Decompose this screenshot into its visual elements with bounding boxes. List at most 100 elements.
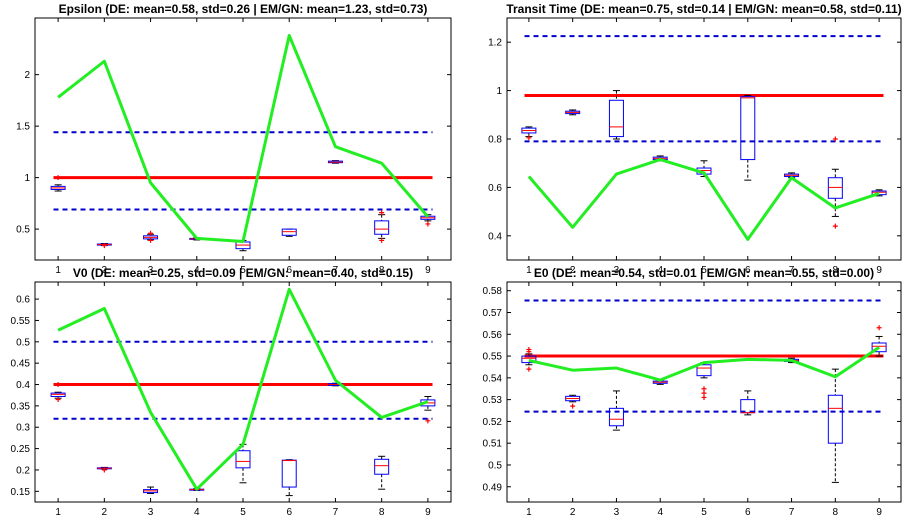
x-tick-label: 2 xyxy=(102,265,108,276)
box-body xyxy=(235,450,251,469)
y-tick-label: 0.45 xyxy=(11,359,31,370)
y-tick-label: 0.4 xyxy=(488,231,502,242)
y-tick-label: 0.54 xyxy=(483,373,503,384)
outlier-marker xyxy=(526,135,532,141)
box-body xyxy=(827,177,843,199)
box-body xyxy=(608,407,624,427)
y-tick-label: 0.49 xyxy=(483,482,503,493)
box-8 xyxy=(827,136,843,229)
box-body xyxy=(281,228,297,236)
outlier-marker xyxy=(425,418,431,424)
box-body xyxy=(374,458,390,475)
box-3 xyxy=(143,230,159,243)
y-tick-label: 0.4 xyxy=(16,380,30,391)
outlier-marker xyxy=(148,237,154,243)
y-tick-label: 0.15 xyxy=(11,487,31,498)
outlier-marker xyxy=(55,175,61,181)
x-tick-label: 7 xyxy=(333,265,339,276)
x-tick-label: 3 xyxy=(614,265,620,276)
x-tick-label: 5 xyxy=(701,507,707,516)
y-tick-label: 0.5 xyxy=(16,337,30,348)
box-5 xyxy=(696,362,712,400)
axes-frame xyxy=(34,17,452,261)
box-6 xyxy=(281,228,297,237)
outlier-marker xyxy=(701,390,707,396)
box-1 xyxy=(50,382,66,402)
box-body xyxy=(374,220,390,235)
y-tick-label: 0.55 xyxy=(11,316,31,327)
box-body xyxy=(608,99,624,138)
box-9 xyxy=(871,325,887,357)
x-tick-label: 9 xyxy=(876,507,882,516)
outlier-marker xyxy=(379,237,385,243)
box-8 xyxy=(827,368,843,483)
chart-title: E0 (DE: mean=0.54, std=0.01 | EM/GN: mea… xyxy=(534,266,874,280)
y-tick-label: 0.56 xyxy=(483,330,503,341)
x-tick-label: 2 xyxy=(570,507,576,516)
y-tick-label: 0.5 xyxy=(16,225,30,236)
y-tick-label: 0.58 xyxy=(483,286,503,297)
x-tick-label: 6 xyxy=(286,507,292,516)
panel-v0: V0 (DE: mean=0.25, std=0.09 | EM/GN: mea… xyxy=(11,266,452,516)
box-body xyxy=(740,96,756,161)
box-1 xyxy=(521,347,537,372)
x-tick-label: 5 xyxy=(240,265,246,276)
outlier-marker xyxy=(876,325,882,331)
panel-epsilon: Epsilon (DE: mean=0.58, std=0.26 | EM/GN… xyxy=(16,2,452,276)
y-tick-label: 0.55 xyxy=(483,352,503,363)
y-tick-label: 0.53 xyxy=(483,395,503,406)
outlier-marker xyxy=(379,210,385,216)
y-tick-label: 0.6 xyxy=(488,183,502,194)
y-tick-label: 1 xyxy=(496,86,502,97)
x-tick-label: 4 xyxy=(657,507,663,516)
box-5 xyxy=(235,443,251,484)
x-tick-label: 7 xyxy=(789,507,795,516)
chart-title: Epsilon (DE: mean=0.58, std=0.26 | EM/GN… xyxy=(59,2,428,16)
x-tick-label: 9 xyxy=(425,265,431,276)
box-8 xyxy=(374,210,390,243)
x-tick-label: 9 xyxy=(425,507,431,516)
y-tick-label: 0.57 xyxy=(483,308,503,319)
x-tick-label: 4 xyxy=(194,265,200,276)
outlier-marker xyxy=(701,394,707,400)
outlier-marker xyxy=(570,403,576,409)
y-tick-label: 1.5 xyxy=(16,122,30,133)
y-tick-label: 0.5 xyxy=(488,460,502,471)
box-2 xyxy=(96,466,112,473)
box-1 xyxy=(50,175,66,192)
panel-e0: E0 (DE: mean=0.54, std=0.01 | EM/GN: mea… xyxy=(483,266,902,516)
em-gn-series-line xyxy=(528,346,880,382)
y-tick-label: 0.51 xyxy=(483,439,503,450)
outlier-marker xyxy=(425,221,431,227)
y-tick-label: 0.35 xyxy=(11,401,31,412)
x-tick-label: 3 xyxy=(148,265,154,276)
x-tick-label: 8 xyxy=(833,265,839,276)
outlier-marker xyxy=(832,223,838,229)
x-tick-label: 5 xyxy=(240,507,246,516)
x-tick-label: 5 xyxy=(701,265,707,276)
y-tick-label: 0.8 xyxy=(488,135,502,146)
x-tick-label: 8 xyxy=(833,507,839,516)
box-2 xyxy=(565,394,581,409)
x-tick-label: 7 xyxy=(333,507,339,516)
em-gn-series-line xyxy=(57,287,429,491)
y-tick-label: 0.3 xyxy=(16,423,30,434)
x-tick-label: 6 xyxy=(745,265,751,276)
x-tick-label: 6 xyxy=(286,265,292,276)
axes-frame xyxy=(506,17,902,261)
x-tick-label: 1 xyxy=(526,265,532,276)
x-tick-label: 7 xyxy=(789,265,795,276)
outlier-marker xyxy=(55,382,61,388)
y-tick-label: 0.2 xyxy=(16,465,30,476)
chart-title: Transit Time (DE: mean=0.75, std=0.14 | … xyxy=(506,2,901,16)
outlier-marker xyxy=(101,243,107,249)
y-tick-label: 1 xyxy=(24,173,30,184)
box-body xyxy=(827,394,843,444)
em-gn-series-line xyxy=(57,34,430,243)
y-tick-label: 0.25 xyxy=(11,444,31,455)
box-6 xyxy=(740,94,756,181)
box-3 xyxy=(608,390,624,431)
x-tick-label: 2 xyxy=(102,507,108,516)
outlier-marker xyxy=(701,386,707,392)
